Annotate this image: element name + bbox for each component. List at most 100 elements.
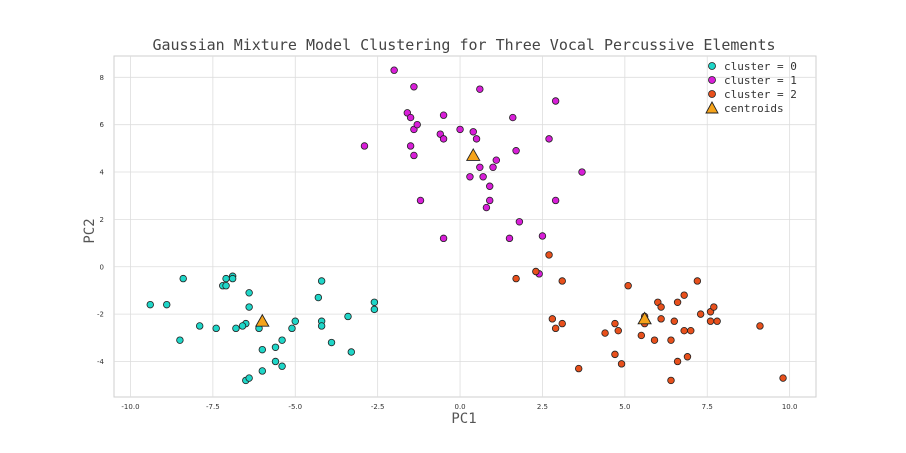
cluster-0-point	[271, 357, 280, 366]
cluster-0-point	[258, 345, 267, 354]
cluster-2-point	[611, 319, 619, 328]
cluster-2-point	[710, 303, 718, 311]
cluster-0-point	[163, 300, 171, 309]
cluster-0-point	[228, 274, 237, 283]
plot-border	[113, 55, 817, 398]
cluster-1-point	[413, 120, 421, 129]
cluster-1-point	[551, 196, 560, 205]
cluster-0-point	[370, 298, 379, 306]
cluster-1-point	[512, 147, 520, 155]
cluster-1-point	[410, 151, 418, 160]
cluster-1-point	[486, 196, 494, 205]
cluster-1-point	[476, 85, 484, 93]
cluster-2-point	[558, 319, 566, 328]
cluster-0-point	[278, 336, 286, 344]
legend-label-cluster-0: cluster = 0	[724, 60, 797, 73]
legend: cluster = 0 cluster = 1 cluster = 2 cent…	[705, 60, 797, 115]
cluster-1-point	[551, 97, 560, 105]
cluster-1-point	[545, 135, 553, 143]
cluster-0-point	[317, 277, 326, 285]
cluster-2-point	[673, 357, 682, 366]
centroid-markers	[255, 148, 652, 327]
legend-marker-cluster-2	[708, 90, 716, 98]
cluster-2-point	[670, 317, 678, 325]
cluster-0-point	[245, 303, 253, 311]
chart-title: Gaussian Mixture Model Clustering for Th…	[152, 36, 775, 54]
cluster-2-point	[617, 360, 626, 368]
cluster-1-point	[515, 218, 524, 226]
cluster-2-point	[713, 317, 721, 325]
x-tick-label: 10.0	[782, 403, 798, 411]
cluster-1-point	[469, 128, 477, 136]
y-tick-label: 2	[100, 216, 104, 224]
cluster-1-point	[439, 135, 448, 143]
cluster-2-point	[512, 274, 520, 283]
cluster-2-point	[657, 303, 665, 311]
y-tick-label: 0	[100, 263, 104, 271]
cluster-0-point	[278, 362, 286, 370]
data-points	[146, 66, 787, 385]
centroid-marker	[465, 148, 481, 161]
cluster-0-point	[238, 322, 247, 330]
cluster-0-point	[344, 312, 352, 321]
cluster-2-point	[680, 326, 688, 335]
cluster-1-point	[538, 232, 547, 240]
cluster-2-point	[650, 336, 659, 344]
legend-label-cluster-1: cluster = 1	[724, 74, 797, 87]
cluster-2-point	[680, 291, 688, 299]
cluster-1-point	[509, 113, 517, 122]
x-tick-label: 5.0	[619, 403, 630, 411]
cluster-0-point	[314, 293, 323, 302]
cluster-2-point	[696, 310, 705, 318]
cluster-2-point	[637, 331, 646, 340]
legend-marker-cluster-1	[708, 76, 716, 84]
cluster-2-point	[614, 326, 622, 335]
cluster-2-point	[657, 315, 665, 323]
cluster-2-point	[548, 315, 557, 323]
cluster-0-point	[195, 322, 204, 330]
x-tick-label: -7.5	[206, 403, 220, 411]
cluster-1-point	[456, 125, 464, 134]
cluster-0-point	[146, 300, 154, 309]
x-tick-label: -10.0	[121, 403, 139, 411]
cluster-0-point	[370, 305, 379, 314]
cluster-2-point	[756, 322, 764, 330]
cluster-0-point	[232, 324, 240, 333]
cluster-1-point	[406, 142, 415, 150]
x-axis-label: PC1	[451, 411, 476, 427]
y-tick-label: -4	[97, 358, 105, 366]
cluster-0-point	[327, 338, 336, 347]
cluster-2-point	[545, 251, 553, 259]
cluster-2-point	[611, 350, 619, 359]
cluster-2-point	[558, 277, 566, 285]
cluster-2-point	[532, 267, 540, 276]
cluster-2-point	[673, 298, 682, 306]
cluster-0-point	[245, 374, 253, 382]
cluster-2-point	[687, 326, 695, 335]
cluster-0-point	[258, 367, 267, 375]
x-tick-label: -5.0	[288, 403, 302, 411]
y-axis-label: PC2	[82, 218, 98, 243]
cluster-1-point	[486, 182, 494, 190]
x-axis-ticks: -10.0 -7.5 -5.0 -2.5 0.0 2.5 5.0 7.5 10.0	[121, 403, 797, 411]
cluster-0-point	[317, 322, 326, 330]
cluster-0-point	[245, 289, 253, 297]
cluster-1-point	[439, 111, 448, 119]
x-tick-label: 2.5	[537, 403, 548, 411]
cluster-0-point	[291, 317, 299, 325]
legend-label-centroids: centroids	[724, 102, 784, 115]
cluster-1-point	[466, 173, 474, 181]
cluster-1-point	[482, 203, 491, 212]
cluster-2-point	[667, 336, 675, 344]
legend-marker-cluster-0	[708, 62, 716, 70]
y-tick-label: 8	[100, 74, 104, 82]
cluster-1-point	[476, 163, 484, 171]
cluster-1-point	[578, 168, 586, 176]
legend-label-cluster-2: cluster = 2	[724, 88, 797, 101]
x-tick-label: 0.0	[454, 403, 465, 411]
centroid-marker	[637, 311, 652, 325]
cluster-1-point	[489, 163, 497, 171]
cluster-0-point	[222, 282, 230, 290]
y-tick-label: 4	[100, 169, 105, 177]
